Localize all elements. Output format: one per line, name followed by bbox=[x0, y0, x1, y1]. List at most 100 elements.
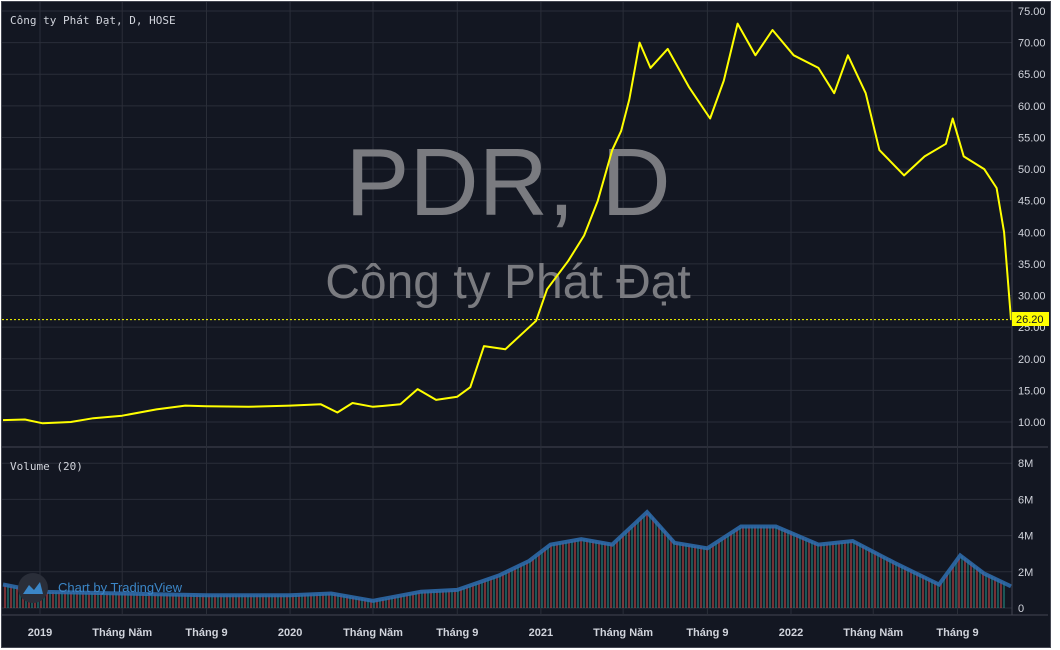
volume-bar bbox=[475, 583, 477, 608]
volume-bar bbox=[619, 538, 621, 608]
symbol-legend[interactable]: Công ty Phát Đạt, D, HOSE bbox=[10, 14, 176, 27]
price-axis[interactable]: 75.00 70.00 65.00 60.00 55.00 50.00 45.00 40.00… bbox=[1011, 2, 1046, 615]
volume-bar bbox=[832, 543, 834, 608]
volume-bar bbox=[469, 585, 471, 608]
volume-bar bbox=[592, 541, 594, 608]
tradingview-branding[interactable]: Chart by TradingView bbox=[18, 573, 183, 603]
volume-bar bbox=[610, 544, 612, 608]
volume-bar bbox=[985, 573, 987, 608]
price-tick-label: 55.00 bbox=[1018, 132, 1046, 144]
volume-bar bbox=[262, 595, 264, 608]
volume-bar bbox=[976, 567, 978, 608]
volume-bar bbox=[952, 566, 954, 608]
volume-bar bbox=[850, 541, 852, 608]
volume-bar bbox=[682, 544, 684, 608]
volume-bar bbox=[280, 595, 282, 608]
volume-bar bbox=[7, 585, 9, 608]
volume-bar bbox=[538, 554, 540, 608]
volume-bar bbox=[121, 593, 123, 608]
volume-bar bbox=[853, 541, 855, 608]
volume-bar bbox=[589, 540, 591, 608]
volume-bar bbox=[997, 579, 999, 608]
volume-bar bbox=[112, 593, 114, 608]
volume-bar bbox=[1003, 582, 1005, 608]
price-tick-label: 70.00 bbox=[1018, 38, 1046, 50]
volume-bar bbox=[943, 579, 945, 608]
volume-bar bbox=[250, 595, 252, 608]
volume-bar bbox=[13, 586, 15, 608]
volume-bar bbox=[676, 543, 678, 608]
volume-bar bbox=[361, 598, 363, 608]
volume-bar bbox=[835, 542, 837, 608]
time-axis[interactable]: 2019 Tháng Năm Tháng 9 2020 Tháng Năm Tháng 9… bbox=[28, 627, 979, 639]
volume-bar bbox=[358, 598, 360, 608]
volume-bar bbox=[808, 540, 810, 608]
volume-bar bbox=[520, 565, 522, 608]
volume-bar bbox=[127, 593, 129, 608]
tradingview-logo-glyph bbox=[23, 582, 43, 594]
volume-bar bbox=[754, 526, 756, 608]
volume-bar bbox=[673, 541, 675, 608]
time-tick-label: 2020 bbox=[278, 627, 302, 639]
volume-bar bbox=[646, 513, 648, 608]
volume-bar bbox=[133, 593, 135, 608]
volume-bar bbox=[958, 558, 960, 608]
volume-bar bbox=[493, 577, 495, 608]
volume-bar bbox=[511, 569, 513, 608]
volume-bar bbox=[934, 582, 936, 608]
volume-bar bbox=[700, 547, 702, 608]
volume-bar bbox=[562, 542, 564, 608]
volume-bar bbox=[193, 595, 195, 608]
volume-bar bbox=[901, 565, 903, 608]
volume-bar bbox=[217, 595, 219, 608]
volume-bar bbox=[277, 595, 279, 608]
volume-bar bbox=[709, 547, 711, 608]
volume-bar bbox=[499, 575, 501, 608]
volume-bar bbox=[961, 556, 963, 608]
volume-bar bbox=[913, 571, 915, 608]
volume-bar bbox=[769, 526, 771, 608]
watermark-company: Công ty Phát Đạt bbox=[325, 256, 691, 309]
volume-bar bbox=[892, 561, 894, 608]
volume-bar bbox=[859, 544, 861, 608]
volume-bar bbox=[844, 541, 846, 608]
branding-label[interactable]: Chart by TradingView bbox=[58, 580, 183, 595]
volume-bar bbox=[979, 569, 981, 608]
volume-bar bbox=[61, 592, 63, 608]
volume-bar bbox=[481, 581, 483, 608]
volume-bar bbox=[181, 594, 183, 608]
volume-axis[interactable]: 8M 6M 4M 2M 0 bbox=[1018, 458, 1033, 615]
volume-bar bbox=[658, 524, 660, 608]
volume-bar bbox=[91, 592, 93, 608]
volume-bar bbox=[370, 600, 372, 608]
volume-bar bbox=[670, 537, 672, 608]
volume-bar bbox=[697, 546, 699, 608]
volume-bar bbox=[982, 571, 984, 608]
volume-bar bbox=[940, 583, 942, 608]
volume-bar bbox=[628, 529, 630, 608]
volume-bar bbox=[235, 595, 237, 608]
time-tick-label: 2021 bbox=[529, 627, 553, 639]
volume-bar bbox=[640, 518, 642, 608]
volume-bar bbox=[928, 579, 930, 608]
volume-bar bbox=[298, 594, 300, 608]
volume-bar bbox=[241, 595, 243, 608]
volume-bar bbox=[616, 541, 618, 608]
volume-bar bbox=[655, 520, 657, 608]
volume-bar bbox=[70, 592, 72, 608]
volume-bar bbox=[448, 590, 450, 608]
last-price-label: 26.20 bbox=[1016, 314, 1044, 326]
price-tick-label: 40.00 bbox=[1018, 227, 1046, 239]
volume-bar bbox=[205, 595, 207, 608]
volume-tick-label: 6M bbox=[1018, 494, 1033, 506]
volume-bar bbox=[256, 595, 258, 608]
volume-bar bbox=[76, 592, 78, 608]
volume-bar bbox=[229, 595, 231, 608]
volume-bar bbox=[514, 568, 516, 608]
volume-bar bbox=[115, 593, 117, 608]
volume-bar bbox=[202, 595, 204, 608]
volume-bar bbox=[907, 568, 909, 608]
volume-legend[interactable]: Volume (20) bbox=[10, 460, 83, 473]
